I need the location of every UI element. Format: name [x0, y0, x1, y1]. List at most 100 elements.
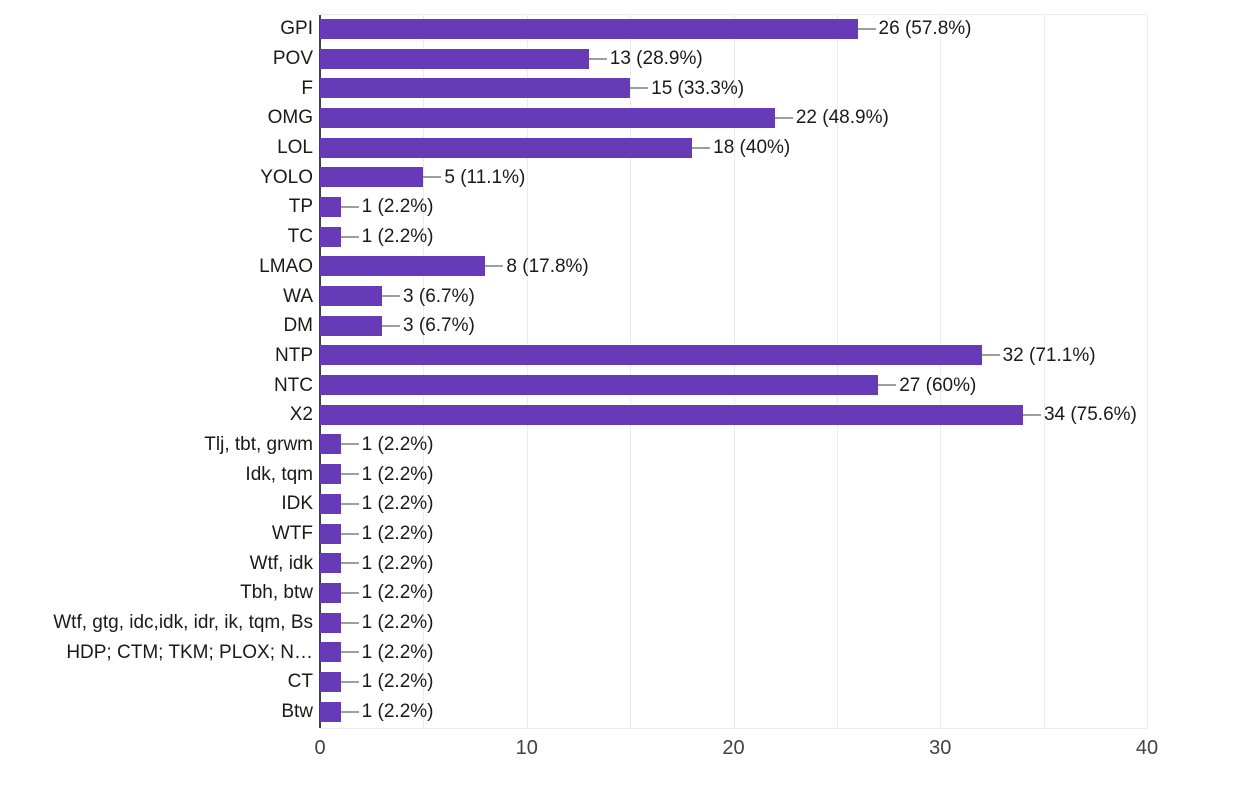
category-label: LOL	[277, 138, 313, 158]
value-label: 1 (2.2%)	[361, 641, 434, 663]
gridline	[423, 15, 425, 728]
x-tick-label: 40	[1135, 737, 1159, 759]
category-label: Tbh, btw	[240, 583, 313, 603]
category-label: F	[301, 78, 313, 98]
bar-track: 8 (17.8%)	[320, 252, 1147, 282]
value-label: 1 (2.2%)	[361, 701, 434, 723]
bar	[320, 375, 879, 396]
leader-line	[340, 680, 359, 683]
gridline	[526, 15, 528, 728]
value-label: 8 (17.8%)	[506, 255, 589, 277]
leader-line	[340, 502, 359, 505]
bar	[320, 226, 341, 247]
bar	[320, 642, 341, 663]
category-label: YOLO	[260, 167, 313, 187]
leader-line	[340, 591, 359, 594]
bar	[320, 671, 341, 692]
leader-line	[423, 176, 442, 179]
leader-line	[340, 621, 359, 624]
bar-track: 1 (2.2%)	[320, 489, 1147, 519]
bar-row: TC 1 (2.2%)	[0, 222, 1234, 252]
category-label: HDP; CTM; TKM; PLOX; N…	[66, 642, 313, 662]
value-label: 1 (2.2%)	[361, 612, 434, 634]
bar	[320, 701, 341, 722]
category-label: WTF	[271, 524, 313, 544]
leader-line	[340, 562, 359, 565]
bar	[320, 167, 424, 188]
bar-track: 5 (11.1%)	[320, 162, 1147, 192]
category-label: NTP	[275, 345, 313, 365]
leader-line	[340, 473, 359, 476]
bar-track: 26 (57.8%)	[320, 14, 1147, 44]
bar-row: Tbh, btw 1 (2.2%)	[0, 578, 1234, 608]
bar-track: 18 (40%)	[320, 133, 1147, 163]
bar-track: 1 (2.2%)	[320, 667, 1147, 697]
bar	[320, 434, 341, 455]
category-label: X2	[289, 405, 313, 425]
leader-line	[340, 235, 359, 238]
category-label: CT	[287, 672, 313, 692]
category-label: OMG	[267, 108, 313, 128]
value-label: 1 (2.2%)	[361, 226, 434, 248]
leader-line	[692, 146, 711, 149]
bar-row: TP 1 (2.2%)	[0, 192, 1234, 222]
category-label: TC	[287, 227, 313, 247]
leader-line	[878, 384, 897, 387]
value-label: 1 (2.2%)	[361, 196, 434, 218]
bar-row: LOL 18 (40%)	[0, 133, 1234, 163]
bar-track: 1 (2.2%)	[320, 548, 1147, 578]
gridline	[1043, 15, 1045, 728]
category-label: Idk, tqm	[245, 464, 313, 484]
value-label: 1 (2.2%)	[361, 463, 434, 485]
bar-track: 1 (2.2%)	[320, 697, 1147, 727]
category-label: GPI	[280, 19, 313, 39]
value-label: 1 (2.2%)	[361, 552, 434, 574]
bar-row: LMAO 8 (17.8%)	[0, 252, 1234, 282]
leader-line	[340, 205, 359, 208]
bar	[320, 553, 341, 574]
value-label: 1 (2.2%)	[361, 671, 434, 693]
category-label: Btw	[281, 702, 313, 722]
bar-row: NTP 32 (71.1%)	[0, 341, 1234, 371]
bar-track: 1 (2.2%)	[320, 608, 1147, 638]
bar-row: Tlj, tbt, grwm 1 (2.2%)	[0, 430, 1234, 460]
bar-track: 1 (2.2%)	[320, 637, 1147, 667]
category-label: Wtf, idk	[249, 553, 313, 573]
bar-row: POV 13 (28.9%)	[0, 44, 1234, 74]
leader-line	[857, 27, 876, 30]
bar-row: Idk, tqm 1 (2.2%)	[0, 459, 1234, 489]
bar	[320, 345, 982, 366]
value-label: 13 (28.9%)	[609, 48, 703, 70]
category-label: POV	[272, 49, 313, 69]
bar-row: IDK 1 (2.2%)	[0, 489, 1234, 519]
leader-line	[485, 265, 504, 268]
bar	[320, 404, 1023, 425]
category-label: IDK	[281, 494, 313, 514]
bar	[320, 48, 589, 69]
bar-rows: GPI 26 (57.8%) POV 13 (28.9%) F 15 (33.3%) OMG…	[0, 14, 1234, 727]
bar-track: 1 (2.2%)	[320, 192, 1147, 222]
value-label: 22 (48.9%)	[795, 107, 889, 129]
bar-row: Btw 1 (2.2%)	[0, 697, 1234, 727]
bar-track: 32 (71.1%)	[320, 341, 1147, 371]
bar-track: 22 (48.9%)	[320, 103, 1147, 133]
bar-track: 27 (60%)	[320, 370, 1147, 400]
value-label: 3 (6.7%)	[403, 285, 475, 307]
bar	[320, 256, 486, 277]
bar	[320, 612, 341, 633]
bar-track: 34 (75.6%)	[320, 400, 1147, 430]
bar-track: 3 (6.7%)	[320, 281, 1147, 311]
bar	[320, 523, 341, 544]
x-tick-label: 20	[722, 737, 745, 759]
gridline	[940, 15, 942, 728]
value-label: 32 (71.1%)	[1002, 344, 1096, 366]
leader-line	[382, 324, 401, 327]
leader-line	[630, 87, 649, 90]
bar-row: CT 1 (2.2%)	[0, 667, 1234, 697]
x-tick-label: 10	[515, 737, 538, 759]
bar-track: 3 (6.7%)	[320, 311, 1147, 341]
value-label: 27 (60%)	[899, 374, 977, 396]
value-label: 18 (40%)	[713, 137, 791, 159]
category-label: TP	[288, 197, 313, 217]
bar-track: 15 (33.3%)	[320, 73, 1147, 103]
